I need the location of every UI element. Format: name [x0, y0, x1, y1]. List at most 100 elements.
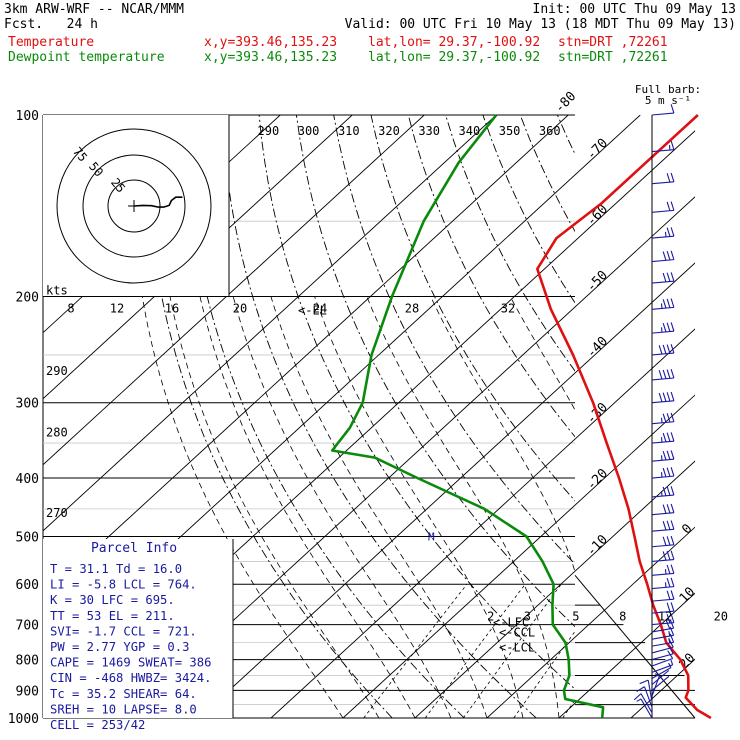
wind-barb-flag: [670, 172, 675, 182]
hodograph-trace: [133, 196, 183, 208]
moist-adiabat: [430, 296, 575, 573]
wind-barb: [651, 659, 674, 673]
parcel-info-row: TT = 53 EL = 211.: [50, 609, 175, 623]
axis-label-200: 8: [67, 302, 74, 316]
wind-barb: [651, 645, 674, 661]
pressure-tick-label: 500: [16, 530, 39, 545]
parcel-info-row: CIN = -468 HWBZ= 3424.: [50, 671, 211, 685]
theta-label: 350: [499, 124, 521, 138]
wind-barb-flag: [670, 450, 675, 460]
theta-label: 330: [418, 124, 440, 138]
wind-barb-flag: [670, 503, 675, 513]
wind-barb-flag: [662, 413, 667, 423]
mixing-ratio-lines: [363, 583, 575, 718]
wind-barb-staff: [651, 669, 670, 685]
wind-title-line1: Full barb:: [635, 83, 701, 96]
wind-barb-staff: [651, 512, 674, 516]
level-label-ccl: <-CCL: [499, 625, 535, 639]
wind-barb-flag: [670, 344, 675, 354]
wind-barb-flag: [666, 614, 671, 624]
wind-barb-flag: [666, 201, 671, 211]
wind-barb-flag: [666, 173, 671, 183]
wind-barb-staff: [651, 667, 672, 679]
wind-barb: [651, 577, 675, 590]
wind-barb-staff: [651, 634, 674, 640]
wind-barb: [651, 450, 675, 462]
wind-barb-staff: [640, 693, 653, 713]
wind-barb-flag: [666, 520, 671, 530]
wind-barb-flag: [670, 391, 675, 401]
hodograph-ring: [56, 128, 212, 284]
wind-barb-flag: [670, 201, 675, 211]
wind-barb-flag: [670, 104, 675, 114]
extension-diagonal: [574, 575, 696, 719]
wind-barb-flag: [670, 486, 675, 496]
wind-barb-flag: [662, 369, 667, 379]
wind-barb-flag: [666, 322, 671, 332]
axis-label-200: 32: [501, 302, 515, 316]
parcel-info-row: SVI= -1.7 CCL = 721.: [50, 624, 197, 638]
wind-profile: Full barb:5 m s⁻¹: [633, 83, 701, 719]
wind-barb: [651, 140, 675, 153]
wind-barb-staff: [640, 698, 653, 719]
theta-label: 310: [338, 124, 360, 138]
temperature-trace: [536, 114, 712, 720]
moist-adiabat: [366, 296, 560, 718]
wind-barb: [639, 679, 653, 702]
axis-label-200: 28: [405, 302, 419, 316]
model-title: 3km ARW-WRF -- NCAR/MMM: [4, 2, 185, 17]
moist-adiabat: [169, 296, 380, 718]
dry-adiabat: [184, 115, 465, 718]
isotherm-label: -80: [552, 89, 579, 116]
wind-barb-flag: [670, 602, 675, 612]
wind-barb-staff: [651, 306, 674, 310]
moist-adiabat: [703, 297, 740, 719]
wind-barb-flag: [670, 140, 675, 150]
wind-barb-staff: [651, 458, 674, 462]
wind-barb: [651, 669, 670, 685]
wind-barb-flag: [639, 679, 649, 685]
isotherm: [43, 115, 569, 598]
mixing-ratio-line: [462, 583, 562, 718]
wind-barb-flag: [669, 619, 675, 629]
wind-barb: [651, 550, 675, 562]
theta-left-label: 290: [46, 364, 68, 378]
theta-left-label: 280: [46, 426, 68, 440]
wind-barb-flag: [670, 250, 675, 260]
wind-barb: [651, 520, 675, 532]
isotherm: [270, 328, 695, 718]
wind-barb-flag: [666, 536, 671, 546]
moist-adiabat: [314, 296, 524, 718]
wind-barb-flag: [662, 486, 667, 496]
wind-barb: [651, 298, 675, 310]
dry-adiabat: [669, 115, 740, 718]
wind-barb-flag: [666, 578, 671, 588]
wind-barb-flag: [666, 227, 671, 237]
axis-label-200: 16: [165, 302, 179, 316]
mixing-ratio-line: [363, 583, 468, 718]
wind-barb-flag: [662, 450, 667, 461]
wind-barb-staff: [651, 586, 674, 590]
wind-barb-flag: [666, 344, 671, 354]
wind-barb: [651, 619, 675, 633]
moist-adiabat: [232, 296, 452, 718]
level-label-lcl: <-LCL: [499, 641, 535, 655]
forecast-hour: Fcst. 24 h: [4, 17, 98, 32]
theta-label: 340: [459, 124, 481, 138]
pressure-tick-label: 300: [16, 397, 39, 412]
wind-barb-flag: [666, 298, 671, 308]
wind-barb: [651, 602, 675, 614]
level-label-el: <-EL: [298, 304, 327, 318]
wind-barb-staff: [651, 352, 674, 356]
wind-title-line2: 5 m s⁻¹: [645, 94, 691, 107]
isotherm-label: -40: [584, 334, 611, 361]
marker-label: M: [428, 530, 435, 543]
wind-barb-staff: [651, 610, 674, 614]
wind-barb-staff: [651, 259, 674, 263]
wind-barb-flag: [670, 412, 675, 422]
mixing-ratio-label: 3: [524, 610, 531, 624]
parcel-info-row: K = 30 LFC = 695.: [50, 593, 175, 607]
isotherm: [342, 394, 695, 718]
wind-barb: [636, 698, 653, 719]
